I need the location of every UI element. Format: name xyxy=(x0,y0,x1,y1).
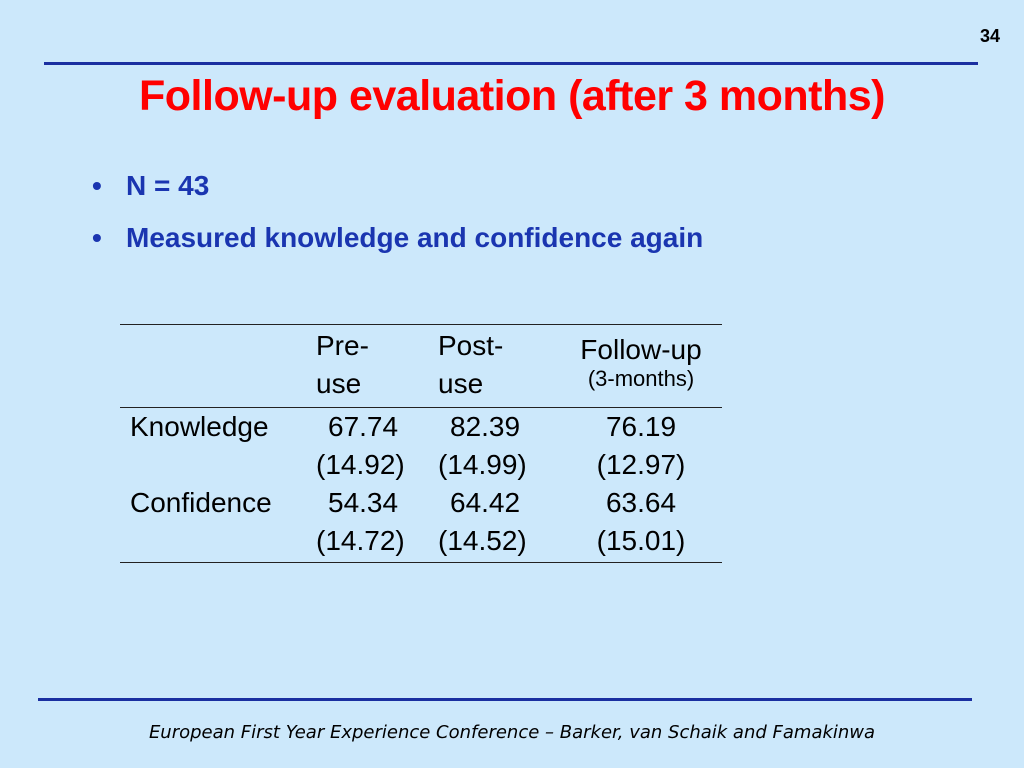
header-post-use-label: Post- use xyxy=(438,330,504,399)
cell-empty xyxy=(120,446,316,484)
cell-value: 76.19 xyxy=(605,411,677,442)
bullet-dot-icon: • xyxy=(92,222,102,253)
header-post-use: Post- use xyxy=(438,324,560,408)
cell-sd: (14.92) xyxy=(316,449,405,480)
header-empty-cell xyxy=(120,324,316,408)
header-follow-up-label: Follow-up xyxy=(580,334,702,365)
cell-sd: (14.72) xyxy=(316,522,438,563)
cell-value: 67.74 xyxy=(328,411,399,442)
footer-text: European First Year Experience Conferenc… xyxy=(148,722,876,743)
cell-value: 82.39 xyxy=(450,411,521,442)
header-follow-up-sublabel: (3-months) xyxy=(587,366,695,391)
cell-sd: (15.01) xyxy=(560,522,722,563)
bullet-list: • N = 43 • Measured knowledge and confid… xyxy=(92,166,703,270)
row-label-confidence: Confidence xyxy=(130,487,272,518)
cell-sd: (14.99) xyxy=(438,449,527,480)
cell-value: 64.42 xyxy=(450,487,521,518)
bullet-text: N = 43 xyxy=(126,170,210,201)
bullet-text: Measured knowledge and confidence again xyxy=(126,222,704,253)
header-follow-up: Follow-up (3-months) xyxy=(560,324,722,408)
slide-number: 34 xyxy=(979,26,1000,46)
bullet-dot-icon: • xyxy=(92,170,102,201)
table-row: Confidence 54.34 64.42 63.64 xyxy=(120,484,722,522)
table-row: (14.72) (14.52) (15.01) xyxy=(120,522,722,563)
header-pre-use: Pre- use xyxy=(316,324,438,408)
cell-value: 54.34 xyxy=(328,487,399,518)
cell-sd: (14.52) xyxy=(438,522,560,563)
table-header-row: Pre- use Post- use Follow-up (3-months) xyxy=(120,324,722,408)
bullet-item: • N = 43 xyxy=(92,166,703,218)
bullet-item: • Measured knowledge and confidence agai… xyxy=(92,218,703,270)
results-table: Pre- use Post- use Follow-up (3-months) … xyxy=(120,324,722,563)
row-label-knowledge: Knowledge xyxy=(130,411,269,442)
slide-title: Follow-up evaluation (after 3 months) xyxy=(139,72,885,120)
cell-value: 63.64 xyxy=(605,487,677,518)
table-row: Knowledge 67.74 82.39 76.19 xyxy=(120,408,722,447)
cell-sd: (12.97) xyxy=(596,449,686,480)
bottom-divider xyxy=(38,698,972,701)
table-row: (14.92) (14.99) (12.97) xyxy=(120,446,722,484)
cell-empty xyxy=(120,522,316,563)
header-pre-use-label: Pre- use xyxy=(316,330,369,399)
top-divider xyxy=(44,62,978,65)
